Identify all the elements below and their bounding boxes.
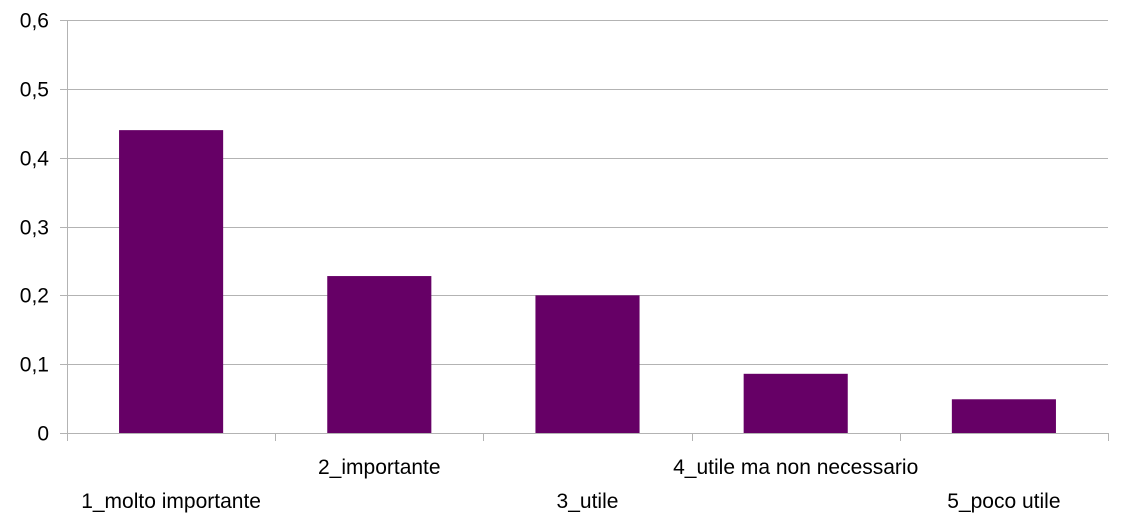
- bar: [327, 276, 432, 433]
- x-category-label: 2_importante: [318, 456, 441, 479]
- bar: [535, 295, 640, 433]
- gridlines: [67, 20, 1108, 365]
- axes: [60, 20, 1109, 441]
- y-tick-label: 0,6: [20, 10, 49, 33]
- y-tick-label: 0,1: [20, 354, 49, 377]
- y-tick-label: 0,3: [20, 217, 49, 240]
- x-category-label: 4_utile ma non necessario: [673, 456, 918, 479]
- bars: [119, 130, 1056, 433]
- bar: [951, 399, 1056, 433]
- y-tick-label: 0,4: [20, 148, 50, 171]
- bar: [743, 373, 848, 433]
- x-category-label: 5_poco utile: [947, 490, 1060, 513]
- labels: 0 0,1 0,2 0,3 0,4 0,5 0,6 1_molto importante 2_i…: [20, 10, 1061, 514]
- x-category-label: 1_molto importante: [81, 490, 261, 513]
- bar: [119, 130, 224, 433]
- y-tick-label: 0,5: [20, 79, 49, 102]
- x-category-label: 3_utile: [557, 490, 619, 513]
- y-tick-label: 0: [37, 423, 49, 446]
- y-tick-label: 0,2: [20, 285, 49, 308]
